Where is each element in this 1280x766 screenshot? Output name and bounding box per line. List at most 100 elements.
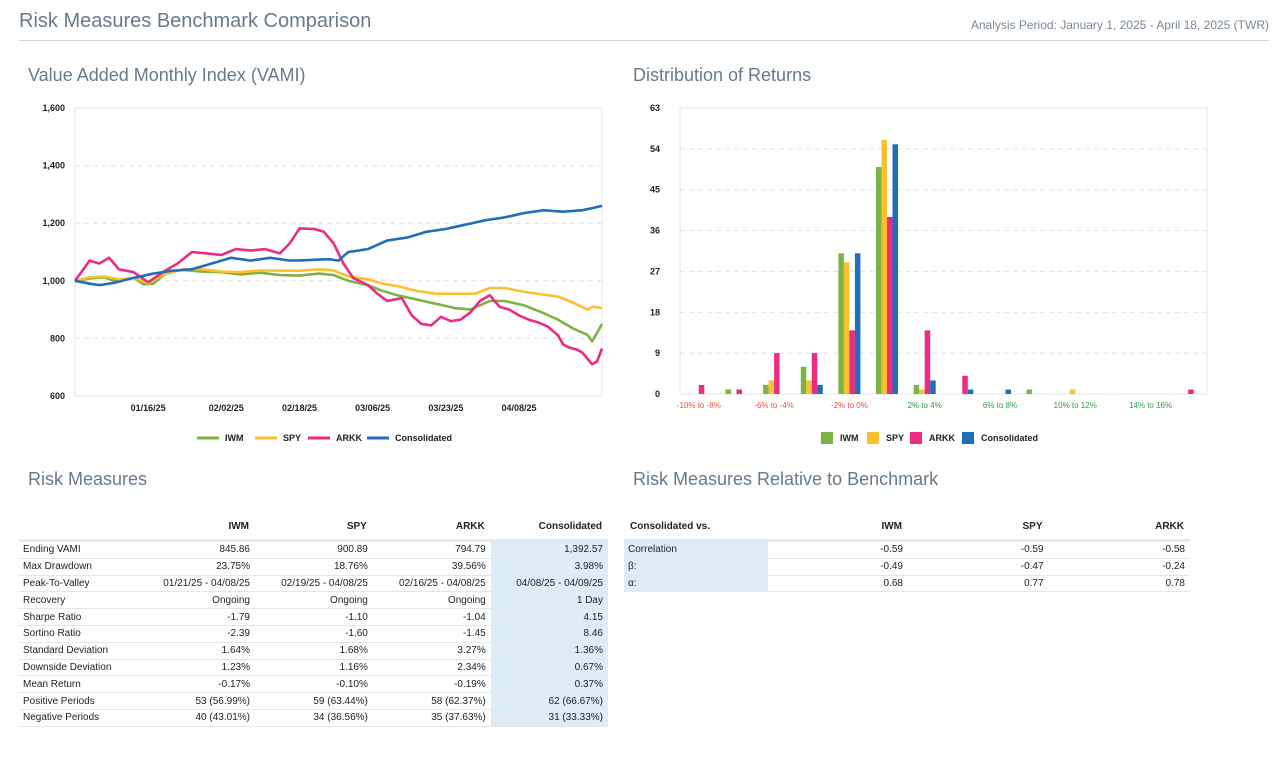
bar-iwm	[876, 167, 882, 394]
table-cell: 1.16%	[254, 659, 373, 677]
table-cell: 0.68	[768, 575, 908, 593]
bar-spy	[881, 139, 887, 394]
row-label: Positive Periods	[19, 692, 138, 710]
table-cell: 2.34%	[372, 659, 491, 677]
y-tick-label: 0	[655, 389, 660, 399]
series-line-arkk	[73, 227, 604, 366]
table-cell: 1.68%	[254, 642, 373, 660]
table-cell: -1.04	[372, 608, 491, 626]
bar-arkk	[1188, 389, 1194, 394]
series-line-consolidated	[74, 204, 603, 287]
column-header: IWM	[137, 513, 255, 542]
bar-consolidated	[892, 144, 898, 394]
table-cell: 1.23%	[137, 659, 255, 677]
vami-chart: 600 800 1,000 1,200 1,400 1,600 01/16/25 02/02/…	[42, 103, 604, 443]
table-cell: 794.79	[372, 540, 491, 559]
page-header: Risk Measures Benchmark Comparison Analy…	[19, 0, 1269, 41]
bar-arkk	[924, 330, 931, 394]
table-row: Correlation -0.59 -0.59 -0.58	[624, 540, 1190, 559]
bar-arkk	[698, 384, 705, 394]
x-category-label: 6% to 8%	[983, 401, 1017, 410]
plot-frame	[74, 107, 603, 397]
relative-measures-title: Risk Measures Relative to Benchmark	[633, 469, 939, 489]
bar-spy	[1069, 389, 1076, 394]
table-row: Mean Return -0.17% -0.10% -0.19% 0.37%	[19, 675, 608, 694]
table-row: Positive Periods 53 (56.99%) 59 (63.44%) 58…	[19, 692, 608, 710]
bar-consolidated	[1005, 389, 1011, 394]
bar-consolidated	[930, 380, 936, 394]
x-tick-label: 01/16/25	[131, 403, 166, 413]
table-cell: -1.60	[254, 625, 373, 643]
table-row: Standard Deviation 1.64% 1.68% 3.27% 1.36%	[19, 642, 608, 660]
row-label: Negative Periods	[19, 709, 138, 727]
table-cell: 23.75%	[137, 558, 255, 576]
analysis-period: Analysis Period: January 1, 2025 - April…	[970, 18, 1269, 32]
row-label: α:	[624, 575, 769, 593]
table-cell: 01/21/25 - 04/08/25	[137, 575, 255, 593]
legend-label-arkk: ARKK	[929, 433, 955, 443]
table-cell: -2.39	[137, 625, 255, 643]
x-category-label: -2% to 0%	[831, 401, 868, 410]
table-cell: 3.27%	[372, 642, 491, 660]
row-label: Sharpe Ratio	[19, 608, 138, 626]
table-cell: -1.45	[372, 625, 491, 643]
bar-consolidated	[854, 253, 861, 394]
x-tick-label: 02/02/25	[209, 403, 244, 413]
table-row: Peak-To-Valley 01/21/25 - 04/08/25 02/19/2…	[19, 575, 608, 593]
table-cell: -1.10	[254, 608, 373, 626]
table-cell: 0.77	[908, 575, 1049, 593]
table-cell: -0.49	[768, 558, 908, 576]
relative-measures-table: Consolidated vs. IWM SPY ARKK Correlation -0…	[624, 513, 1190, 593]
legend-label-spy: SPY	[283, 433, 301, 443]
bar-iwm	[800, 366, 807, 394]
legend-swatch-spy	[867, 432, 879, 444]
column-header: SPY	[254, 513, 373, 542]
distribution-chart: 0 9 18 27 36 45 54 63 -10% to -8% -6% to -4% -2% t…	[650, 103, 1208, 444]
column-header: SPY	[908, 513, 1049, 542]
table-row: Ending VAMI 845.86 900.89 794.79 1,392.57	[19, 540, 608, 559]
table-row: α: 0.68 0.77 0.78	[624, 575, 1190, 593]
row-label: β:	[624, 558, 769, 576]
row-label: Downside Deviation	[19, 659, 138, 677]
table-row: Downside Deviation 1.23% 1.16% 2.34% 0.67%	[19, 659, 608, 677]
page-title: Risk Measures Benchmark Comparison	[19, 10, 372, 32]
y-tick-label: 36	[650, 226, 660, 236]
table-cell: 1.64%	[137, 642, 255, 660]
y-tick-label: 54	[650, 144, 660, 154]
table-cell: 62 (66.67%)	[490, 692, 608, 710]
bar-arkk	[774, 353, 780, 394]
table-cell: 35 (37.63%)	[372, 709, 491, 727]
bar-spy	[768, 380, 775, 394]
y-tick-label: 45	[650, 185, 660, 195]
table-row: β: -0.49 -0.47 -0.24	[624, 558, 1190, 576]
row-label: Recovery	[19, 591, 138, 610]
column-header: Consolidated	[490, 513, 608, 542]
table-cell: 0.67%	[490, 659, 608, 677]
y-tick-label: 1,600	[42, 103, 65, 113]
bar-iwm	[725, 389, 731, 394]
table-cell: 3.98%	[490, 558, 608, 576]
bar-arkk	[887, 217, 893, 394]
table-cell: 0.37%	[490, 675, 608, 694]
legend-label-consolidated: Consolidated	[981, 433, 1038, 443]
table-cell: 02/16/25 - 04/08/25	[372, 575, 491, 593]
row-label: Mean Return	[19, 675, 138, 694]
table-cell: 0.78	[1048, 575, 1190, 593]
bar-arkk	[811, 353, 818, 394]
table-row: Sharpe Ratio -1.79 -1.10 -1.04 4.15	[19, 608, 608, 626]
table-cell: -0.59	[908, 540, 1049, 559]
x-category-label: 14% to 16%	[1129, 401, 1172, 410]
x-tick-label: 03/06/25	[355, 403, 390, 413]
table-cell: 04/08/25 - 04/09/25	[490, 575, 608, 593]
column-header: ARKK	[1048, 513, 1190, 542]
legend-label-iwm: IWM	[840, 433, 859, 443]
bar-iwm	[763, 384, 769, 394]
table-cell: -0.47	[908, 558, 1049, 576]
legend-swatch-arkk	[910, 432, 922, 444]
y-tick-label: 1,200	[42, 218, 65, 228]
y-tick-label: 1,400	[42, 161, 65, 171]
y-tick-label: 63	[650, 103, 660, 113]
column-header: ARKK	[372, 513, 491, 542]
risk-measures-title: Risk Measures	[28, 469, 148, 489]
column-header: Consolidated vs.	[624, 513, 769, 542]
